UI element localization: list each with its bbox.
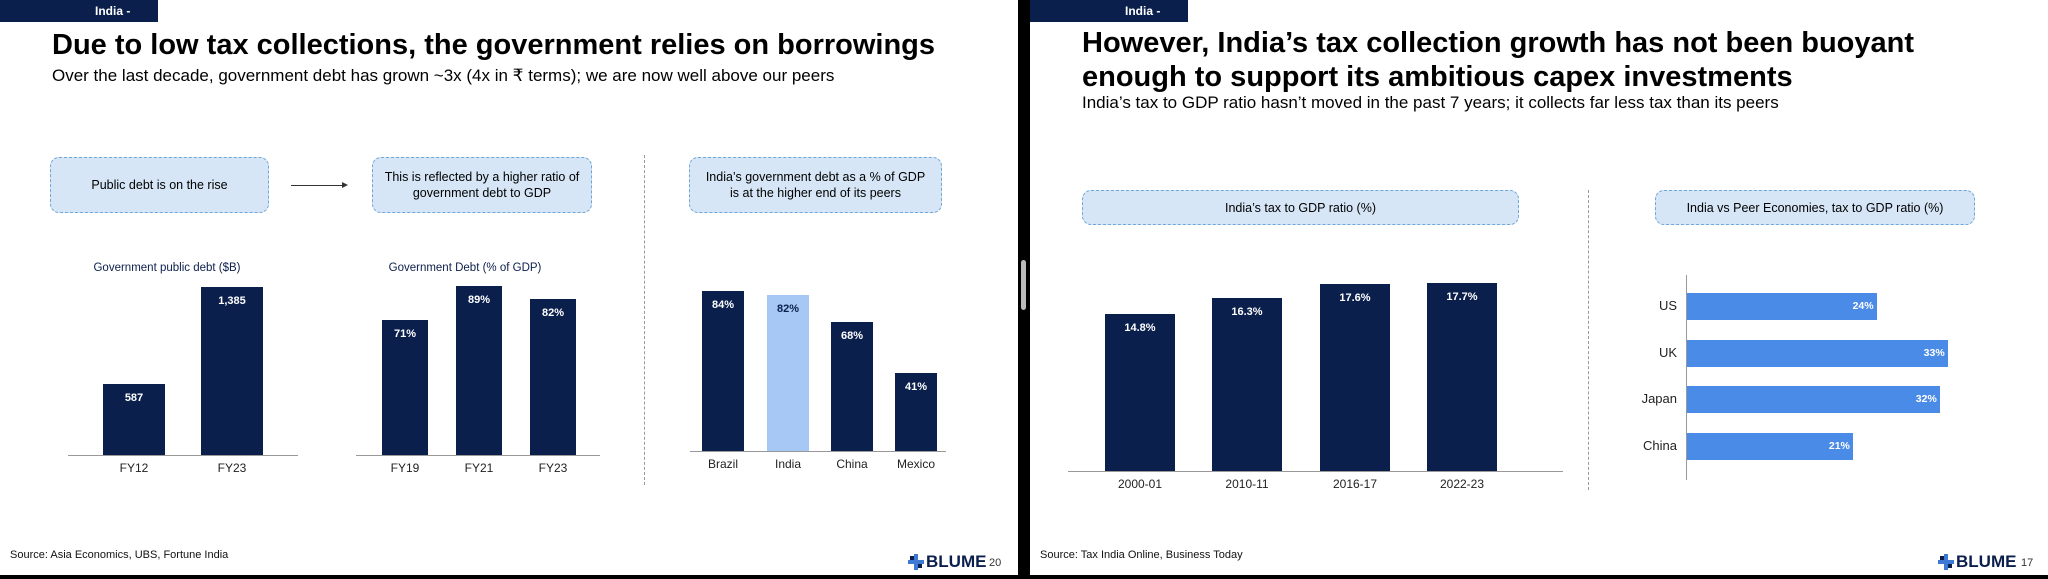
chart-title-debt-gdp: Government Debt (% of GDP) <box>388 262 542 274</box>
slide-20: India - GFCF Due to low tax collections,… <box>0 0 1018 575</box>
flow-arrow <box>291 182 348 188</box>
data-label: 587 <box>124 391 144 404</box>
tick-label: 2022-23 <box>1439 477 1485 491</box>
slide-17: India - GFCF However, India’s tax collec… <box>1030 0 2048 575</box>
bar-fy19 <box>382 320 428 455</box>
bar-china <box>831 321 873 451</box>
data-label: 82% <box>776 303 800 316</box>
data-label: 14.8% <box>1124 322 1156 335</box>
slide-title: However, India’s tax collection growth h… <box>1082 26 1914 94</box>
page-number: 20 <box>989 557 1002 569</box>
blume-logo-icon <box>1938 554 1954 570</box>
tick-label: India <box>774 457 802 471</box>
data-label: 17.6% <box>1339 292 1371 305</box>
blume-logo: BLUME <box>1938 552 2016 572</box>
data-label: 17.7% <box>1446 291 1478 304</box>
bar-brazil <box>702 291 744 451</box>
data-label: 16.3% <box>1231 306 1263 319</box>
tick-label: FY21 <box>464 461 494 475</box>
callout-peer-debt: India’s government debt as a % of GDP is… <box>689 157 942 213</box>
tick-label: Mexico <box>896 457 935 471</box>
tick-label: FY23 <box>538 461 568 475</box>
bar-fy23 <box>201 286 263 455</box>
callout-tax-gdp: India’s tax to GDP ratio (%) <box>1082 190 1519 225</box>
blume-logo-icon <box>908 554 924 570</box>
tick-label: China <box>836 457 868 471</box>
data-label: 33% <box>1923 347 1945 359</box>
blume-logo-text: BLUME <box>1956 552 2017 571</box>
chart-title-public-debt: Government public debt ($B) <box>93 262 241 274</box>
bar-2022-23 <box>1427 283 1497 471</box>
data-label: 82% <box>541 307 565 320</box>
source-note: Source: Asia Economics, UBS, Fortune Ind… <box>10 549 229 561</box>
split-handle[interactable] <box>1021 260 1026 310</box>
callout-peer-tax: India vs Peer Economies, tax to GDP rati… <box>1655 190 1975 225</box>
data-label: 32% <box>1915 393 1937 405</box>
tick-label: US <box>1658 298 1677 313</box>
data-label: 1,385 <box>218 294 246 307</box>
y-axis <box>1686 275 1687 480</box>
blume-logo: BLUME <box>908 552 986 572</box>
data-label: 41% <box>904 381 928 394</box>
slide-title: Due to low tax collections, the governme… <box>52 29 936 61</box>
section-divider <box>644 155 645 485</box>
slide-title-line-1: However, India’s tax collection growth h… <box>1082 27 1915 59</box>
section-tag: India - GFCF <box>0 0 158 40</box>
tick-label: Brazil <box>707 457 738 471</box>
x-axis <box>68 455 298 456</box>
data-label: 89% <box>467 293 491 306</box>
tick-label: Japan <box>1641 391 1677 406</box>
bar-fy21 <box>456 285 502 455</box>
slide-subtitle: India’s tax to GDP ratio hasn’t moved in… <box>1082 93 1779 112</box>
bar-2010-11 <box>1212 298 1282 471</box>
tick-label: 2010-11 <box>1225 477 1269 491</box>
bar-uk <box>1687 340 1948 367</box>
tick-label: UK <box>1658 345 1677 360</box>
source-note: Source: Tax India Online, Business Today <box>1040 549 1243 561</box>
data-label: 21% <box>1828 440 1850 452</box>
tick-label: FY19 <box>390 461 420 475</box>
data-label: 68% <box>840 329 864 342</box>
section-divider <box>1588 190 1589 490</box>
bar-us <box>1687 293 1877 320</box>
data-label: 84% <box>711 299 735 312</box>
bar-china <box>1687 433 1853 460</box>
x-axis <box>690 451 946 452</box>
page-number: 17 <box>2021 557 2034 569</box>
slide-subtitle: Over the last decade, government debt ha… <box>52 66 835 85</box>
tick-label: FY23 <box>217 461 247 475</box>
bar-2000-01 <box>1105 314 1175 471</box>
blume-logo-text: BLUME <box>926 552 987 571</box>
data-label: 24% <box>1852 300 1874 312</box>
bar-japan <box>1687 386 1940 413</box>
section-tag: India - GFCF <box>1030 0 1188 40</box>
bar-fy12 <box>103 383 165 455</box>
tick-label: FY12 <box>119 461 149 475</box>
tick-label: 2016-17 <box>1332 477 1378 491</box>
bar-mexico <box>895 373 937 451</box>
callout-public-debt: Public debt is on the rise <box>50 157 269 213</box>
x-axis <box>356 455 600 456</box>
data-label: 71% <box>393 328 417 341</box>
x-axis <box>1068 471 1563 472</box>
callout-debt-ratio: This is reflected by a higher ratio of g… <box>372 157 592 213</box>
bar-fy23 <box>530 299 576 455</box>
tick-label: China <box>1643 438 1677 453</box>
slide-title-line-2: enough to support its ambitious capex in… <box>1082 61 1793 93</box>
bar-2016-17 <box>1320 284 1390 471</box>
tick-label: 2000-01 <box>1117 477 1163 491</box>
bar-india <box>767 295 809 451</box>
